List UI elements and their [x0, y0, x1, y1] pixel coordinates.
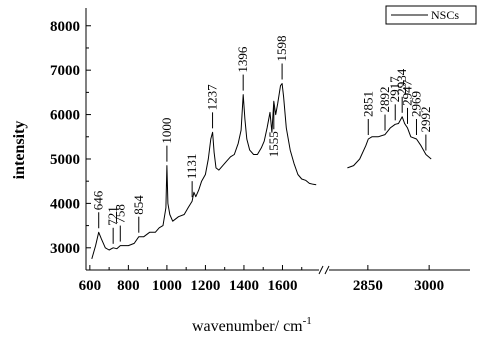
peak-label-2969: 2969 [408, 91, 423, 135]
peak-label-1000: 1000 [159, 118, 174, 162]
x-tick-label: 1000 [152, 278, 182, 294]
axes [85, 8, 470, 275]
tick-labels: 3000 4000 5000 6000 7000 8000 600 800 1000 1200 14… [50, 19, 444, 294]
peak-label-2947: 2947 [399, 79, 414, 124]
peak-label-2851: 2851 [360, 91, 375, 135]
peak-label-text: 758 [112, 204, 127, 224]
peak-label-text: 1131 [184, 154, 199, 180]
y-tick-label: 3000 [50, 241, 80, 257]
axis-break-mark [318, 265, 324, 275]
y-tick-label: 7000 [50, 63, 80, 79]
series-layer [91, 83, 432, 260]
peak-label-646: 646 [91, 190, 106, 229]
peak-label-text: 2917 [387, 76, 402, 103]
y-tick-label: 5000 [50, 152, 80, 168]
y-tick-label: 8000 [50, 19, 80, 35]
peak-label-1131: 1131 [184, 154, 199, 198]
peak-label-1237: 1237 [205, 84, 220, 129]
peak-label-text: 646 [91, 190, 106, 210]
peak-label-text: 2892 [377, 87, 392, 113]
x-tick-label: 2850 [353, 278, 383, 294]
peak-label-text: 1237 [205, 84, 220, 111]
peak-label-text: 1598 [274, 35, 289, 61]
peak-label-text: 1555 [266, 131, 281, 157]
peak-label-text: 721 [105, 206, 120, 226]
peak-label-721: 721 [105, 206, 120, 244]
legend: NSCs [385, 5, 477, 25]
peak-label-758: 758 [112, 204, 127, 242]
x-tick-label: 600 [79, 278, 102, 294]
x-axis-title-main: wavenumber/ cm [192, 318, 303, 335]
x-tick-label: 1400 [229, 278, 259, 294]
x-tick-label: 3000 [414, 278, 444, 294]
peak-label-1555: 1555 [266, 107, 281, 157]
peak-label-text: 2934 [394, 68, 409, 95]
y-tick-label: 4000 [50, 196, 80, 212]
x-axis-title-exponent: -1 [303, 315, 312, 327]
axis-break-mark [324, 265, 330, 275]
series-line-segment-2 [347, 116, 432, 169]
x-tick-label: 1600 [267, 278, 297, 294]
peak-label-854: 854 [131, 195, 146, 233]
peak-label-1598: 1598 [274, 35, 289, 80]
x-tick-label: 800 [117, 278, 140, 294]
peak-label-text: 2947 [399, 79, 414, 106]
peak-label-2992: 2992 [418, 107, 433, 151]
peak-label-1396: 1396 [235, 46, 250, 91]
y-tick-label: 6000 [50, 108, 80, 124]
peak-label-text: 854 [131, 195, 146, 215]
peak-label-text: 2969 [408, 91, 423, 117]
peak-label-text: 2992 [418, 107, 433, 133]
peak-label-2934: 2934 [394, 68, 409, 113]
legend-box [385, 5, 477, 25]
series-line-segment-1 [91, 83, 317, 260]
x-axis-title: wavenumber/ cm-1 [192, 315, 312, 335]
peak-label-text: 2851 [360, 91, 375, 117]
peak-label-text: 1000 [159, 118, 174, 144]
y-axis-title: intensity [11, 121, 28, 180]
peak-label-2917: 2917 [387, 76, 402, 121]
legend-entry-label: NSCs [431, 8, 459, 22]
peak-label-2892: 2892 [377, 87, 392, 131]
peak-label-text: 1396 [235, 46, 250, 73]
x-tick-label: 1200 [190, 278, 220, 294]
